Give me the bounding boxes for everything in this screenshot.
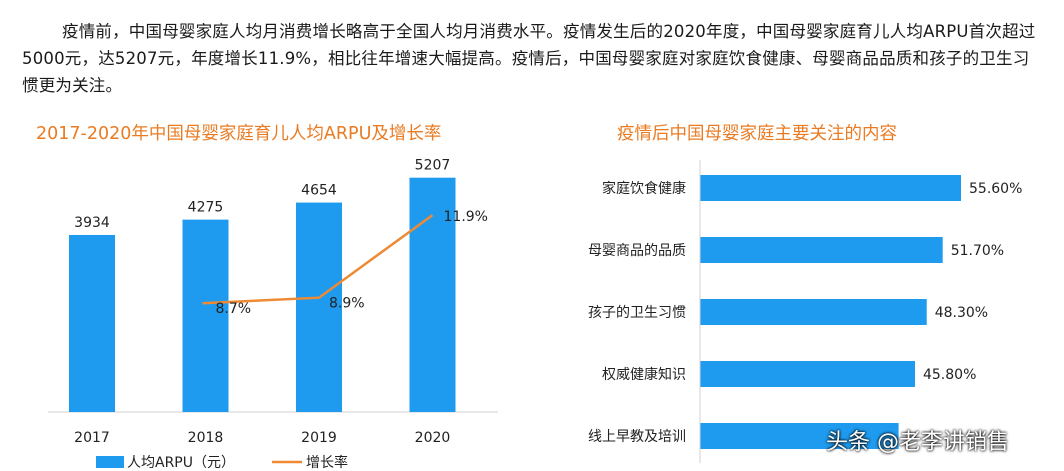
arpu-bar (296, 202, 342, 412)
growth-data-label: 8.9% (329, 296, 365, 312)
watermark: 头条 @老李讲销售 (826, 430, 1009, 455)
concern-data-label: 45.80% (923, 367, 976, 383)
concern-bar (700, 237, 943, 263)
x-tick-label: 2018 (188, 430, 224, 446)
category-label: 权威健康知识 (602, 366, 686, 383)
legend-label-growth: 增长率 (306, 454, 348, 471)
intro-paragraph: 疫情前，中国母婴家庭人均月消费增长略高于全国人均月消费水平。疫情发生后的2020… (22, 22, 1036, 95)
concern-bar (700, 423, 899, 449)
arpu-data-label: 4275 (188, 200, 224, 216)
legend-label-arpu: 人均ARPU（元） (127, 455, 235, 471)
concern-data-label: 48.30% (935, 305, 988, 321)
x-tick-label: 2019 (301, 430, 337, 446)
arpu-bar (69, 234, 115, 412)
concern-bar (700, 361, 915, 387)
arpu-bar (409, 177, 456, 412)
growth-data-label: 11.9% (444, 209, 488, 225)
legend-swatch-arpu (96, 456, 124, 468)
x-tick-label: 2017 (74, 430, 110, 446)
category-label: 线上早教及培训 (588, 429, 686, 445)
concern-chart-title: 疫情后中国母婴家庭主要关注的内容 (617, 124, 897, 144)
arpu-data-label: 3934 (74, 215, 110, 231)
concern-bar (700, 299, 927, 325)
arpu-data-label: 5207 (415, 158, 451, 174)
arpu-bar (182, 219, 229, 412)
category-label: 母婴商品的品质 (588, 243, 686, 259)
concern-data-label: 51.70% (951, 243, 1004, 259)
growth-data-label: 8.7% (216, 301, 252, 317)
x-tick-label: 2020 (415, 430, 451, 446)
arpu-data-label: 4654 (301, 183, 337, 199)
concern-data-label: 55.60% (969, 181, 1022, 197)
category-label: 孩子的卫生习惯 (588, 304, 686, 321)
growth-rate-line (202, 214, 434, 305)
arpu-chart-title: 2017-2020年中国母婴家庭育儿人均ARPU及增长率 (36, 124, 442, 144)
category-label: 家庭饮食健康 (602, 180, 686, 197)
concern-bar (700, 175, 961, 201)
